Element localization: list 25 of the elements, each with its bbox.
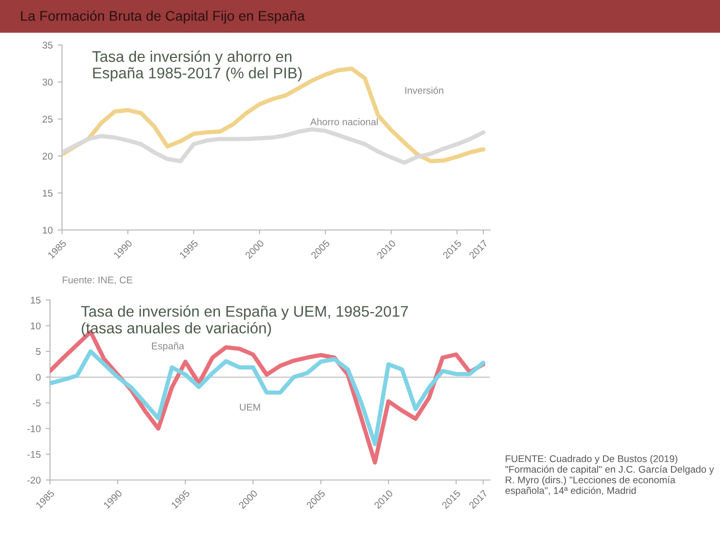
source-note: Fuente: INE, CE [62,276,132,285]
line-series [62,127,486,165]
y-tick-label: 10 [30,322,41,330]
y-tick-label: 5 [36,348,41,356]
y-tick-label: 25 [42,116,53,123]
annotation: España [152,342,184,352]
text: Tasa de inversión en España y UEM, 1985-2017 (tasas anuales de variación) [81,305,408,336]
annotation: Inversión [405,86,444,94]
y-tick-label: -10 [27,425,41,432]
text: Tasa de inversión y ahorro en España 1985-2017 (% del PIB) [92,50,302,82]
y-tick-label: -20 [27,476,41,484]
y-tick-label: 10 [42,226,53,234]
text: La Formación Bruta de Capital Fijo en España [21,10,305,24]
y-tick-label: 35 [42,42,53,49]
y-tick-label: 0 [36,374,41,381]
source-note: FUENTE: Cuadrado y De Bustos (2019) "Formación de capital" en J.C. García Delgado y R. Myro (dirs.) "Lecciones de economía española", 14ª edición, Madrid [505,455,714,496]
annotation: UEM [240,404,260,411]
y-tick-label: 20 [42,152,53,160]
y-tick-label: -5 [32,400,41,406]
y-tick-label: 15 [42,190,53,197]
annotation: Ahorro nacional [310,118,378,126]
line-series [62,66,486,164]
y-tick-label: 30 [42,78,53,86]
y-tick-label: 15 [30,296,41,304]
y-tick-label: -15 [27,451,41,458]
